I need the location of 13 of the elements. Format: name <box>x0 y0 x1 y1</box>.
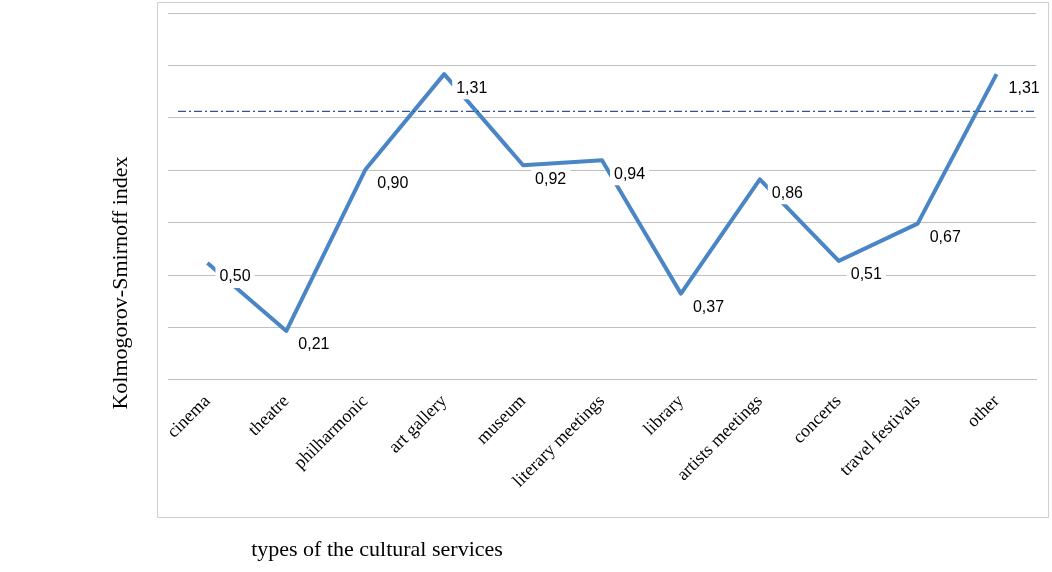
text: 1,31 <box>456 78 488 96</box>
text: 0,37 <box>692 298 725 316</box>
text: 0,94 <box>614 164 646 182</box>
text: 0,92 <box>535 169 567 187</box>
x-axis-title: types of the cultural services <box>250 536 504 562</box>
text: 0,90 <box>377 174 409 192</box>
text: 0,21 <box>298 335 330 353</box>
text: 0,50 <box>219 267 251 285</box>
text: 1,31 <box>1008 78 1040 96</box>
text: 0,67 <box>929 228 961 246</box>
text: 0,86 <box>771 183 803 201</box>
text: 0,51 <box>850 265 882 283</box>
y-axis-title: Kolmogorov-Smirnoff index <box>107 155 133 412</box>
